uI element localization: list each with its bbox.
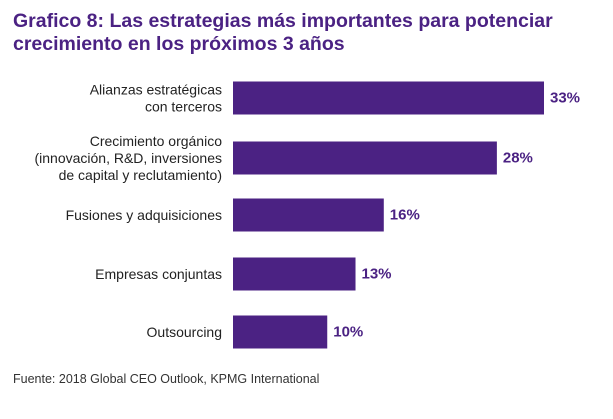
bar [233, 315, 328, 349]
category-label: Outsourcing [147, 324, 222, 340]
value-label: 33% [550, 90, 580, 107]
category-label-line: Outsourcing [147, 324, 222, 340]
category-label-line: Fusiones y adquisiciones [66, 207, 222, 223]
category-label-line: de capital y reclutamiento) [59, 167, 222, 183]
category-label-line: Alianzas estratégicas [90, 82, 222, 98]
category-label-line: (innovación, R&D, inversiones [34, 150, 222, 166]
bar [233, 141, 497, 175]
bar [233, 257, 356, 291]
bar [233, 81, 544, 115]
category-label: Empresas conjuntas [95, 266, 222, 282]
source-note: Fuente: 2018 Global CEO Outlook, KPMG In… [13, 372, 320, 386]
value-label: 10% [333, 324, 363, 341]
category-label: Alianzas estratégicas con terceros [90, 82, 222, 115]
value-label: 28% [503, 150, 533, 167]
value-label: 13% [362, 266, 392, 283]
category-label: Fusiones y adquisiciones [66, 207, 222, 223]
bar [233, 198, 384, 232]
value-label: 16% [390, 207, 420, 224]
category-label-line: Empresas conjuntas [95, 266, 222, 282]
chart-title: Grafico 8: Las estrategias más important… [13, 10, 553, 55]
category-label-line: Crecimiento orgánico [90, 133, 222, 149]
category-label-line: con terceros [145, 99, 222, 115]
category-label: Crecimiento orgánico (innovación, R&D, in… [34, 133, 222, 183]
